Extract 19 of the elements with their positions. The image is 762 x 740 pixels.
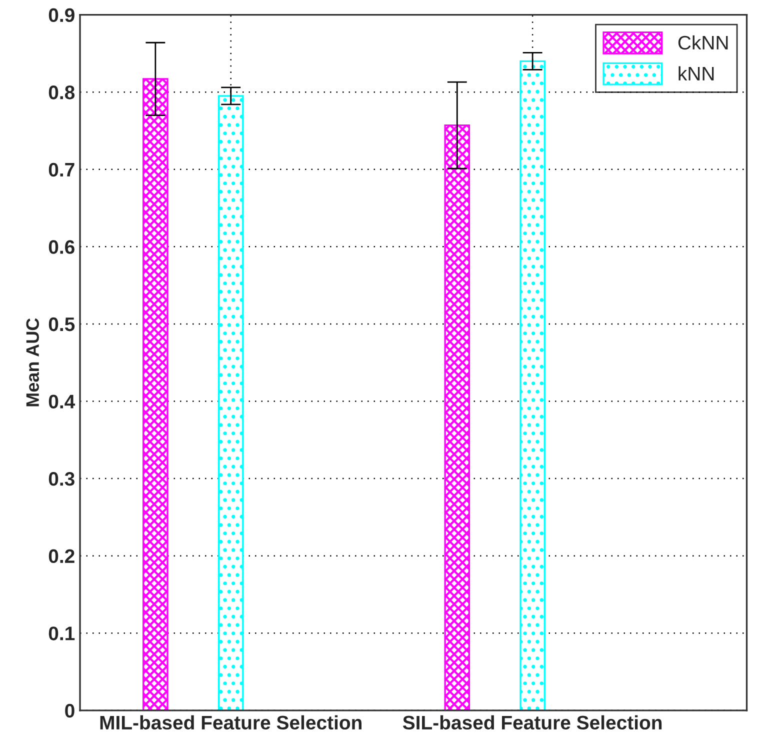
y-tick-label: 0: [65, 704, 74, 718]
bar: [142, 78, 168, 710]
y-tick-label: 0.5: [48, 317, 75, 332]
y-tick-label: 0.4: [48, 394, 76, 408]
y-tick-label: 0.6: [48, 240, 74, 254]
y-tick-label: 0.2: [48, 549, 74, 564]
y-axis-title: Mean AUC: [26, 318, 39, 406]
y-tick-label: 0.8: [48, 86, 75, 100]
bar: [218, 95, 244, 710]
y-tick-label: 0.7: [48, 162, 74, 177]
bar: [444, 124, 470, 710]
legend-label: kNN: [678, 66, 714, 80]
y-tick-label: 0.3: [48, 472, 74, 486]
x-tick-label: MIL-based Feature Selection: [100, 715, 362, 730]
x-tick-label: SIL-based Feature Selection: [402, 715, 662, 730]
bar: [520, 60, 546, 710]
legend-label: CkNN: [678, 35, 728, 50]
y-tick-label: 0.9: [48, 8, 74, 22]
y-tick-label: 0.1: [48, 626, 75, 640]
